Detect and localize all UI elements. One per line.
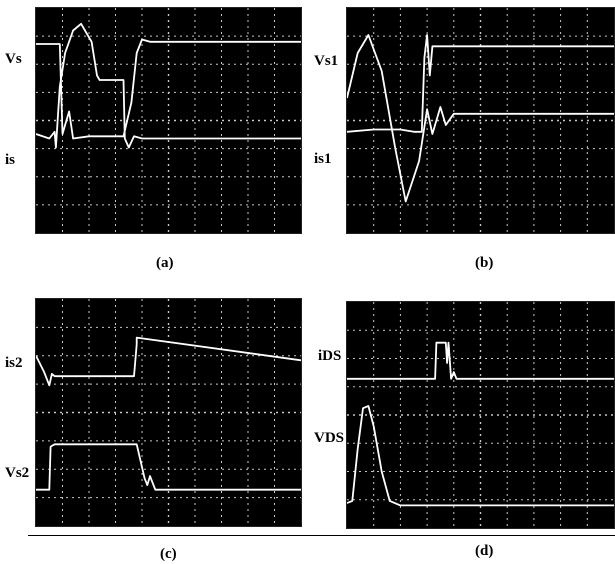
panel-caption-c: (c) [160, 546, 177, 562]
signal-label-vds: VDS [314, 430, 345, 446]
trace-vs2 [36, 443, 301, 491]
trace-is1 [347, 34, 614, 203]
signal-label-vs2: Vs2 [5, 465, 30, 481]
panel-caption-d: (d) [475, 543, 494, 559]
oscilloscope-screen-d [346, 301, 615, 529]
trace-plot-2 [36, 299, 301, 526]
panel-caption-b: (b) [475, 255, 494, 271]
oscilloscope-screen-b [346, 7, 615, 234]
trace-plot-0 [36, 8, 301, 233]
trace-is [36, 22, 301, 149]
trace-plot-1 [347, 8, 614, 233]
signal-label-vs: Vs [5, 51, 22, 67]
signal-label-is1: is1 [314, 151, 332, 167]
trace-vs [36, 38, 301, 140]
signal-label-ids: iDS [318, 348, 342, 364]
signal-label-is: is [5, 152, 16, 168]
signal-label-is2: is2 [5, 355, 23, 371]
trace-vds [347, 405, 614, 507]
separator-line [28, 535, 615, 536]
grid [36, 299, 301, 526]
panel-caption-a: (a) [156, 255, 174, 271]
trace-plot-3 [347, 302, 614, 528]
trace-is2 [36, 336, 301, 387]
grid [36, 8, 301, 233]
grid [347, 302, 614, 528]
trace-ids [347, 341, 614, 380]
oscilloscope-screen-a [35, 7, 302, 234]
signal-label-vs1: Vs1 [314, 53, 339, 69]
grid [347, 8, 614, 233]
oscilloscope-screen-c [35, 298, 302, 527]
